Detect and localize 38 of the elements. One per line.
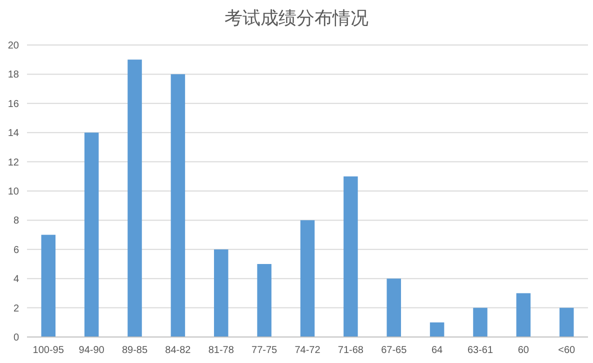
x-tick-label: 71-68 [338, 345, 364, 356]
y-tick-label: 12 [8, 157, 20, 168]
y-tick-label: 2 [13, 303, 20, 314]
bar [128, 60, 142, 337]
bar [257, 264, 272, 337]
y-tick-label: 10 [8, 186, 20, 198]
x-tick-label: 63-61 [467, 345, 494, 356]
bar [386, 278, 401, 337]
x-tick-label: 77-75 [252, 345, 278, 356]
bar [516, 293, 531, 337]
bar [300, 220, 315, 337]
x-tick-label: 64 [432, 345, 444, 356]
y-tick-label: 8 [13, 216, 20, 227]
x-tick-label: 84-82 [165, 345, 192, 356]
bar [344, 176, 358, 337]
x-tick-label: 67-65 [381, 345, 408, 356]
bar [214, 249, 228, 337]
bar [559, 308, 574, 337]
bar [84, 132, 99, 337]
y-tick-label: 16 [8, 98, 20, 110]
y-tick-label: 18 [8, 70, 20, 81]
x-tick-label: 81-78 [208, 345, 234, 356]
x-tick-label: 60 [518, 345, 530, 356]
bar [170, 74, 186, 337]
x-tick-label: 74-72 [294, 345, 321, 356]
y-tick-label: 14 [8, 128, 20, 140]
bar [473, 308, 488, 337]
x-tick-label: 94-90 [78, 345, 105, 356]
y-tick-label: 20 [8, 40, 20, 52]
x-tick-label: 100-95 [32, 345, 64, 356]
y-tick-label: 0 [13, 332, 20, 344]
bar [41, 234, 56, 337]
x-tick-label: 89-85 [122, 345, 148, 356]
bar [430, 322, 444, 337]
chart-title: 考试成绩分布情况 [224, 8, 368, 28]
x-tick-label: <60 [558, 345, 576, 356]
y-tick-label: 4 [13, 274, 20, 286]
y-tick-label: 6 [13, 244, 20, 256]
